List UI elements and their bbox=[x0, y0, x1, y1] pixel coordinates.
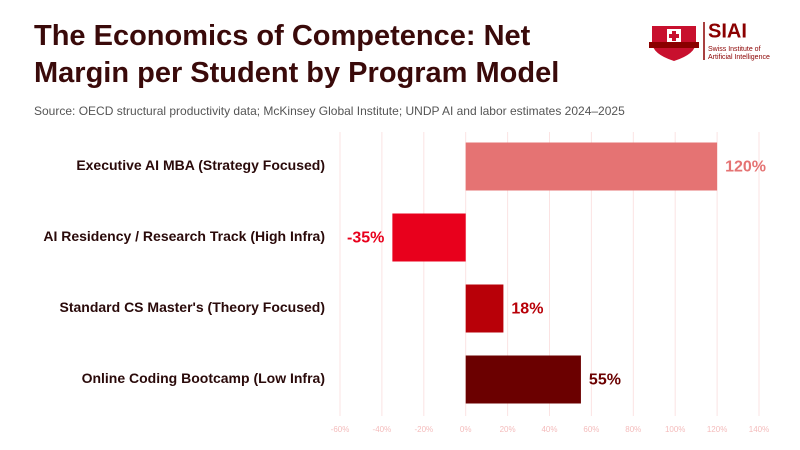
chart-subtitle: Source: OECD structural productivity dat… bbox=[34, 104, 625, 118]
x-tick-label: -20% bbox=[414, 425, 433, 434]
x-tick-label: 80% bbox=[625, 425, 641, 434]
bar bbox=[465, 142, 718, 191]
x-tick-label: 120% bbox=[707, 425, 727, 434]
value-label: 120% bbox=[725, 159, 766, 176]
y-tick-label: Online Coding Bootcamp (Low Infra) bbox=[82, 370, 325, 386]
value-label: 18% bbox=[511, 301, 543, 318]
bar bbox=[392, 213, 466, 262]
y-tick-label: Standard CS Master's (Theory Focused) bbox=[60, 299, 326, 315]
bar bbox=[465, 355, 581, 404]
logo-line: Swiss Institute of bbox=[708, 46, 761, 53]
value-label: -35% bbox=[347, 230, 384, 247]
x-tick-label: 40% bbox=[541, 425, 557, 434]
logo-ribbon bbox=[649, 42, 699, 48]
x-tick-label: -60% bbox=[331, 425, 350, 434]
y-tick-label: Executive AI MBA (Strategy Focused) bbox=[76, 157, 325, 173]
chart-title: The Economics of Competence: Net Margin … bbox=[34, 20, 560, 89]
x-tick-label: 100% bbox=[665, 425, 685, 434]
x-tick-label: 20% bbox=[500, 425, 516, 434]
logo-cross bbox=[669, 34, 679, 38]
x-tick-label: -40% bbox=[373, 425, 392, 434]
value-label: 55% bbox=[589, 372, 621, 389]
bar bbox=[465, 284, 504, 333]
x-tick-label: 0% bbox=[460, 425, 472, 434]
x-tick-label: 140% bbox=[749, 425, 769, 434]
logo-line: Artificial Intelligence bbox=[708, 54, 770, 61]
logo-name: SIAI bbox=[708, 20, 747, 42]
logo: SIAI Swiss Institute of Artificial Intel… bbox=[649, 20, 770, 61]
y-tick-label: AI Residency / Research Track (High Infr… bbox=[43, 228, 325, 244]
x-tick-label: 60% bbox=[583, 425, 599, 434]
